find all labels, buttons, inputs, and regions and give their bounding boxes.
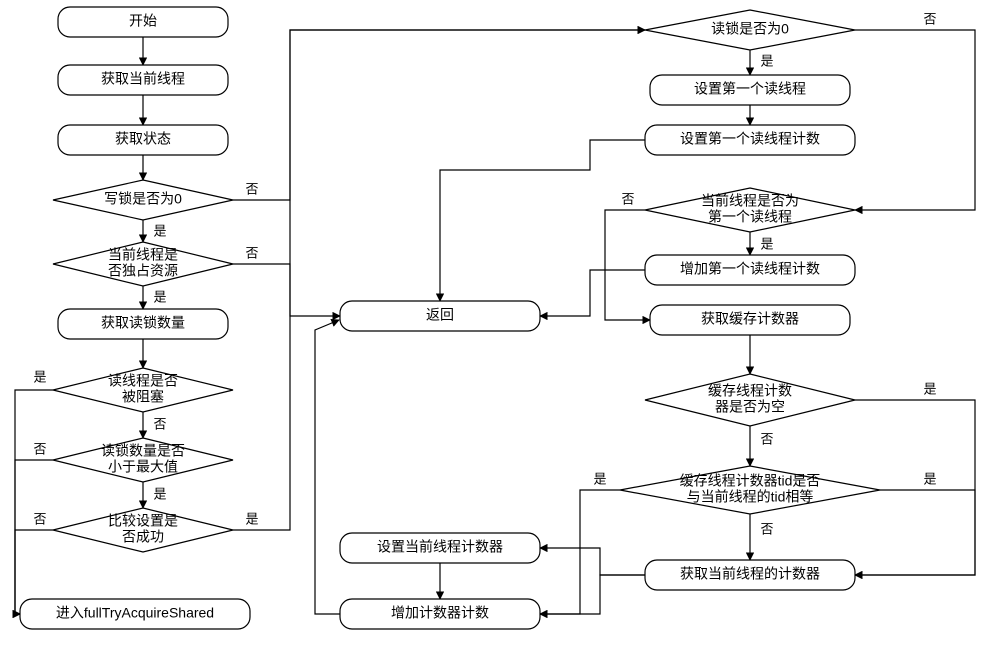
- edge-label: 是: [153, 486, 166, 501]
- node-label: 获取读锁数量: [101, 315, 185, 331]
- edge: [15, 390, 53, 614]
- node-label: 返回: [426, 307, 454, 323]
- node-label: 读线程是否: [108, 373, 178, 389]
- node-label: 获取当前线程: [101, 71, 185, 87]
- edge-label: 是: [153, 223, 166, 238]
- edge-label: 是: [760, 236, 773, 251]
- node-set_first_count: 设置第一个读线程计数: [645, 125, 855, 155]
- edge-label: 否: [923, 11, 936, 26]
- node-cached_tid_eq: 缓存线程计数器tid是否与当前线程的tid相等: [620, 466, 880, 514]
- node-label: 否独占资源: [108, 263, 178, 279]
- nodes-layer: 开始获取当前线程获取状态写锁是否为0当前线程是否独占资源获取读锁数量读线程是否被…: [20, 7, 880, 629]
- edge: [540, 490, 620, 614]
- node-label: 读锁数量是否: [101, 443, 185, 459]
- edge: [540, 270, 645, 316]
- edge-label: 否: [245, 181, 258, 196]
- edge-label: 是: [923, 471, 936, 486]
- node-label: 进入fullTryAcquireShared: [56, 605, 214, 621]
- node-label: 增加第一个读线程计数: [680, 261, 820, 277]
- node-get_cached: 获取缓存计数器: [650, 305, 850, 335]
- node-label: 比较设置是: [108, 513, 178, 529]
- edge-label: 否: [33, 441, 46, 456]
- edge: [540, 548, 645, 575]
- node-inc_counter: 增加计数器计数: [340, 599, 540, 629]
- node-label: 缓存线程计数器tid是否: [680, 473, 821, 489]
- node-is_first_reader: 当前线程是否为第一个读线程: [645, 188, 855, 232]
- node-label: 获取状态: [115, 131, 171, 147]
- edge: [855, 30, 975, 210]
- node-cas_ok: 比较设置是否成功: [53, 508, 233, 552]
- edge-label: 否: [760, 431, 773, 446]
- edge: [540, 575, 645, 614]
- node-reader_blocked: 读线程是否被阻塞: [53, 368, 233, 412]
- edge: [440, 140, 645, 301]
- node-label: 写锁是否为0: [104, 191, 182, 207]
- node-read_zero: 读锁是否为0: [645, 10, 855, 50]
- node-get_state: 获取状态: [58, 125, 228, 155]
- node-label: 被阻塞: [122, 389, 164, 405]
- edge-label: 是: [593, 471, 606, 486]
- edge-label: 否: [245, 245, 258, 260]
- node-label: 第一个读线程: [708, 209, 792, 225]
- node-label: 开始: [129, 13, 157, 29]
- edge-label: 是: [923, 381, 936, 396]
- node-label: 与当前线程的tid相等: [687, 489, 814, 505]
- edge-label: 是: [153, 289, 166, 304]
- node-exclusive: 当前线程是否独占资源: [53, 242, 233, 286]
- node-label: 缓存线程计数: [708, 383, 792, 399]
- node-label: 否成功: [122, 529, 164, 545]
- edge: [315, 320, 340, 614]
- node-cached_null: 缓存线程计数器是否为空: [645, 374, 855, 426]
- edge: [15, 460, 53, 614]
- node-label: 设置当前线程计数器: [377, 539, 503, 555]
- edge: [233, 30, 645, 530]
- node-label: 当前线程是: [108, 247, 178, 263]
- node-label: 小于最大值: [108, 459, 178, 475]
- node-label: 设置第一个读线程计数: [680, 131, 820, 147]
- edge: [855, 400, 975, 575]
- edge: [605, 210, 650, 320]
- node-label: 获取缓存计数器: [701, 311, 799, 327]
- node-label: 增加计数器计数: [391, 605, 489, 621]
- edge-label: 是: [245, 511, 258, 526]
- edge-label: 否: [621, 191, 634, 206]
- edge: [233, 30, 645, 200]
- node-write_zero: 写锁是否为0: [53, 180, 233, 220]
- node-less_than_max: 读锁数量是否小于最大值: [53, 438, 233, 482]
- edge-label: 否: [760, 521, 773, 536]
- edge-label: 否: [33, 511, 46, 526]
- edge-label: 否: [153, 416, 166, 431]
- node-label: 器是否为空: [715, 399, 785, 415]
- node-set_cur_counter: 设置当前线程计数器: [340, 533, 540, 563]
- node-start: 开始: [58, 7, 228, 37]
- node-label: 设置第一个读线程: [694, 81, 806, 97]
- node-full_try: 进入fullTryAcquireShared: [20, 599, 250, 629]
- node-get_read_count: 获取读锁数量: [58, 309, 228, 339]
- edge-label: 是: [760, 53, 773, 68]
- edge: [855, 490, 975, 575]
- node-get_cur_counter: 获取当前线程的计数器: [645, 560, 855, 590]
- node-label: 当前线程是否为: [701, 193, 799, 209]
- node-get_thread: 获取当前线程: [58, 65, 228, 95]
- flowchart-canvas: 是否是否否是是否否是是否是否否是否是是 开始获取当前线程获取状态写锁是否为0当前…: [0, 0, 1000, 657]
- node-return: 返回: [340, 301, 540, 331]
- edge-label: 是: [33, 369, 46, 384]
- node-label: 获取当前线程的计数器: [680, 566, 820, 582]
- edge: [233, 264, 340, 316]
- node-set_first_reader: 设置第一个读线程: [650, 75, 850, 105]
- node-label: 读锁是否为0: [711, 21, 789, 37]
- node-inc_first_count: 增加第一个读线程计数: [645, 255, 855, 285]
